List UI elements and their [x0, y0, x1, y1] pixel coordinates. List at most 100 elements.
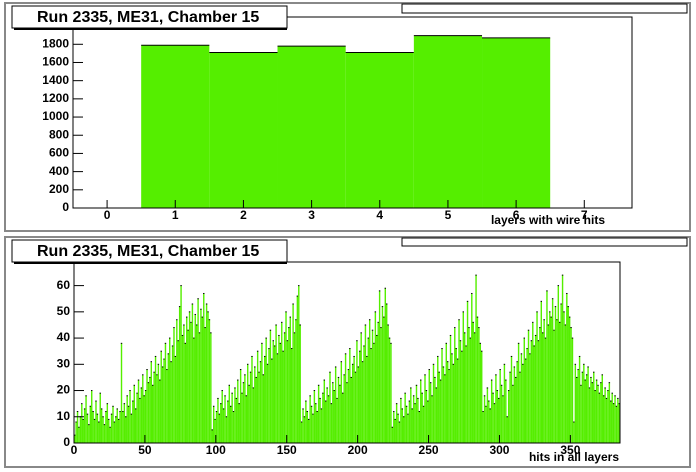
bar — [593, 372, 595, 443]
bar — [617, 398, 619, 443]
bar — [289, 317, 291, 443]
bar — [350, 377, 352, 443]
bar — [601, 374, 603, 443]
bar — [498, 398, 500, 443]
bar — [604, 387, 606, 443]
y-tick-label: 400 — [49, 164, 69, 178]
bar — [551, 298, 554, 443]
bar — [472, 322, 474, 443]
bar — [368, 319, 371, 443]
bar — [618, 403, 620, 443]
bar — [123, 403, 126, 443]
bar — [222, 408, 225, 443]
bar — [239, 369, 242, 443]
bar — [434, 377, 436, 443]
bar — [174, 356, 177, 443]
bar — [275, 324, 277, 443]
bar — [110, 414, 113, 443]
bar — [536, 311, 538, 443]
bar — [513, 366, 516, 443]
bar — [258, 372, 260, 443]
bar — [566, 293, 568, 443]
bar — [516, 361, 518, 443]
bar — [177, 340, 179, 443]
y-tick-label: 30 — [57, 356, 71, 370]
y-tick-label: 200 — [49, 182, 69, 196]
bar — [83, 408, 86, 443]
bar — [395, 403, 398, 443]
bar — [329, 372, 331, 443]
bar — [373, 343, 375, 443]
bar — [150, 361, 152, 443]
bar — [400, 398, 402, 443]
bar — [522, 364, 524, 443]
bar — [500, 385, 503, 443]
bar — [166, 369, 168, 443]
bar — [220, 403, 222, 443]
bar — [308, 419, 310, 443]
bar — [316, 411, 318, 443]
bar — [408, 401, 411, 443]
y-tick-label: 1600 — [42, 55, 69, 69]
bar — [319, 398, 321, 443]
bar — [81, 403, 83, 443]
bar — [482, 37, 551, 208]
bar — [346, 382, 348, 443]
bar — [244, 374, 246, 443]
bar — [266, 364, 269, 443]
bar — [317, 385, 320, 443]
bar — [92, 411, 94, 443]
bar — [471, 293, 473, 443]
bar — [614, 395, 616, 443]
bar — [268, 348, 270, 443]
bar — [336, 398, 338, 443]
x-tick-label: 1 — [172, 208, 179, 222]
bar — [285, 311, 287, 443]
bar — [549, 311, 551, 443]
bar — [530, 340, 533, 443]
bar — [340, 361, 343, 443]
x-tick-label: 200 — [348, 443, 368, 457]
bar — [320, 408, 323, 443]
bar — [364, 324, 367, 443]
x-tick-label: 100 — [206, 443, 226, 457]
bar — [265, 338, 267, 443]
bar — [570, 327, 572, 443]
y-tick-label: 10 — [57, 409, 71, 423]
bar — [332, 382, 334, 443]
bar — [159, 380, 161, 443]
bar — [503, 364, 506, 443]
bar — [187, 330, 189, 443]
bar — [117, 419, 120, 443]
bar — [333, 390, 335, 443]
y-tick-label: 40 — [57, 330, 71, 344]
bar — [546, 290, 548, 443]
bar — [597, 385, 599, 443]
bar — [587, 366, 589, 443]
bar — [581, 372, 584, 443]
bar — [313, 390, 316, 443]
bar — [347, 369, 350, 443]
bar — [242, 382, 245, 443]
bar — [323, 380, 326, 443]
bar — [602, 395, 605, 443]
bar — [509, 372, 511, 443]
bar — [224, 395, 226, 443]
bar — [310, 406, 313, 443]
bar — [458, 319, 460, 443]
bar — [425, 390, 428, 443]
bar — [103, 424, 106, 443]
bar — [302, 408, 304, 443]
bar — [126, 395, 128, 443]
bar — [383, 317, 385, 443]
bar — [225, 416, 228, 443]
bar — [100, 408, 103, 443]
bar — [349, 348, 351, 443]
bar — [295, 319, 297, 443]
bar — [88, 424, 90, 443]
bar — [588, 387, 591, 443]
bar — [517, 343, 520, 443]
bar — [342, 393, 344, 443]
bar — [413, 35, 483, 209]
bar — [478, 327, 480, 443]
